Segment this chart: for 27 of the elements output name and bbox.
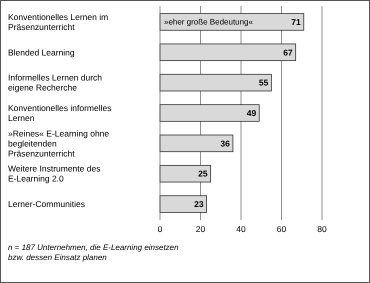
y-tick-label: Konventionelles Lernen im Präsenzunterricht — [8, 12, 108, 32]
y-tick-label: Lerner-Communities — [8, 199, 85, 210]
text: n = 187 Unternehmen, die E-Learning einsetzen bzw. dessen Einsatz planen — [8, 243, 180, 262]
data-label: 55 — [258, 78, 269, 88]
data-label: 67 — [283, 47, 293, 58]
bar — [160, 134, 234, 152]
x-tick-label: 20 — [196, 224, 206, 234]
x-tick-label: 40 — [236, 224, 246, 234]
bar — [160, 44, 296, 62]
x-tick-label: 60 — [276, 224, 286, 234]
x-tick-label: 0 — [158, 224, 163, 234]
bar — [160, 104, 260, 122]
data-label: 49 — [246, 108, 256, 118]
y-tick-label: Informelles Lernen durch eigene Recherche — [8, 72, 102, 93]
series-label: »eher große Bedeutung« — [164, 18, 254, 27]
x-tick-label: 80 — [317, 224, 327, 234]
bar — [160, 164, 212, 182]
bar — [160, 195, 207, 213]
y-tick-label: Weitere Instrumente des E-Learning 2.0 — [8, 164, 100, 184]
bar — [160, 74, 272, 92]
y-tick-label: Konventionelles informelles Lernen — [8, 102, 112, 123]
y-tick-label: »Reines« E-Learning ohne begleitenden Präsenzunterricht — [8, 128, 110, 158]
data-label: 23 — [194, 199, 204, 210]
data-label: 71 — [291, 16, 302, 27]
data-label: 25 — [198, 168, 208, 179]
data-label: 36 — [220, 138, 230, 148]
y-tick-label: Blended Learning — [8, 47, 75, 58]
